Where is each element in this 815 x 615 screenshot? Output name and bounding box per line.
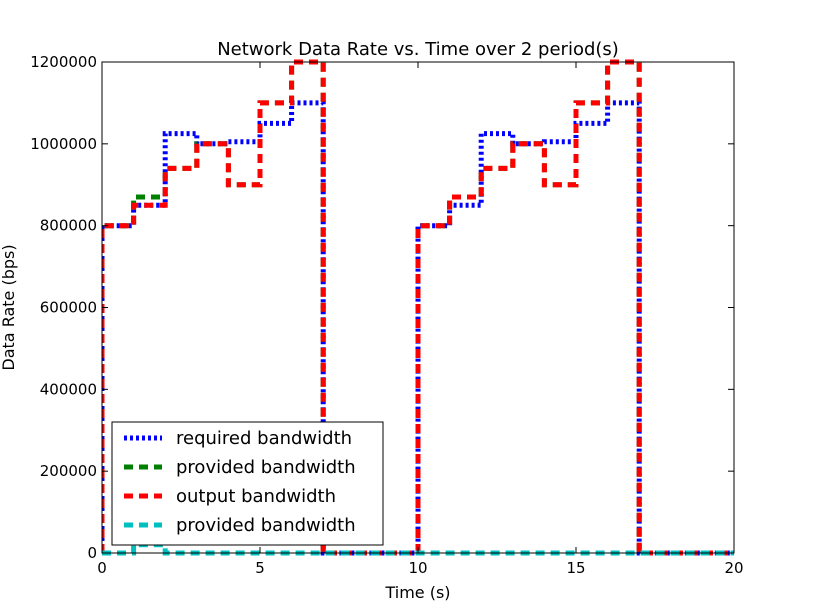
axes: 0 5 10 15 20 0 200000 400000 600000 800000 1000000… [30, 53, 743, 577]
x-tick-label: 0 [97, 559, 107, 577]
y-tick-label: 600000 [40, 299, 97, 317]
chart-title: Network Data Rate vs. Time over 2 period… [217, 39, 619, 60]
x-axis-label: Time (s) [384, 583, 450, 602]
y-tick-label: 0 [87, 544, 97, 562]
y-tick-label: 1200000 [30, 53, 97, 71]
legend-label: provided bandwidth [176, 515, 356, 536]
x-tick-label: 5 [255, 559, 265, 577]
legend: required bandwidth provided bandwidth outp… [111, 421, 384, 546]
y-tick-label: 400000 [40, 380, 97, 398]
legend-label: output bandwidth [176, 486, 336, 507]
y-axis-label: Data Rate (bps) [0, 244, 18, 370]
x-tick-label: 20 [724, 559, 743, 577]
y-tick-label: 1000000 [30, 135, 97, 153]
legend-label: required bandwidth [176, 428, 352, 449]
y-tick-label: 800000 [40, 217, 97, 235]
x-tick-label: 15 [566, 559, 585, 577]
x-tick-label: 10 [408, 559, 427, 577]
y-tick-label: 200000 [40, 462, 97, 480]
legend-label: provided bandwidth [176, 457, 356, 478]
